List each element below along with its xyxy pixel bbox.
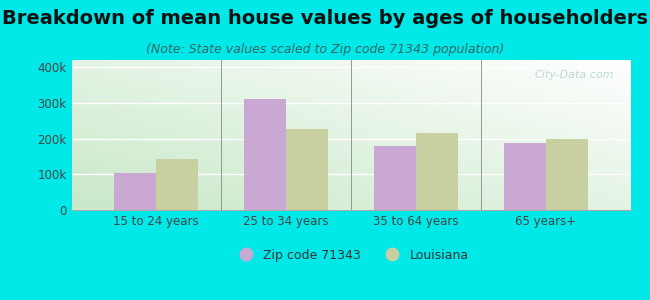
Bar	[156, 159, 198, 210]
Legend: Zip code 71343, Louisiana: Zip code 71343, Louisiana	[228, 244, 474, 267]
Text: Breakdown of mean house values by ages of householders: Breakdown of mean house values by ages o…	[2, 9, 648, 28]
Bar	[286, 129, 328, 210]
Bar	[504, 143, 546, 210]
Bar	[374, 146, 416, 210]
Bar	[416, 133, 458, 210]
Text: City-Data.com: City-Data.com	[534, 70, 614, 80]
Text: (Note: State values scaled to Zip code 71343 population): (Note: State values scaled to Zip code 7…	[146, 44, 504, 56]
Bar	[114, 172, 156, 210]
Bar	[546, 139, 588, 210]
Bar	[244, 99, 286, 210]
